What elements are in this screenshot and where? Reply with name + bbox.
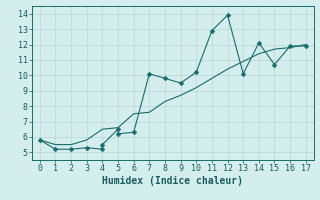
X-axis label: Humidex (Indice chaleur): Humidex (Indice chaleur) bbox=[102, 176, 243, 186]
